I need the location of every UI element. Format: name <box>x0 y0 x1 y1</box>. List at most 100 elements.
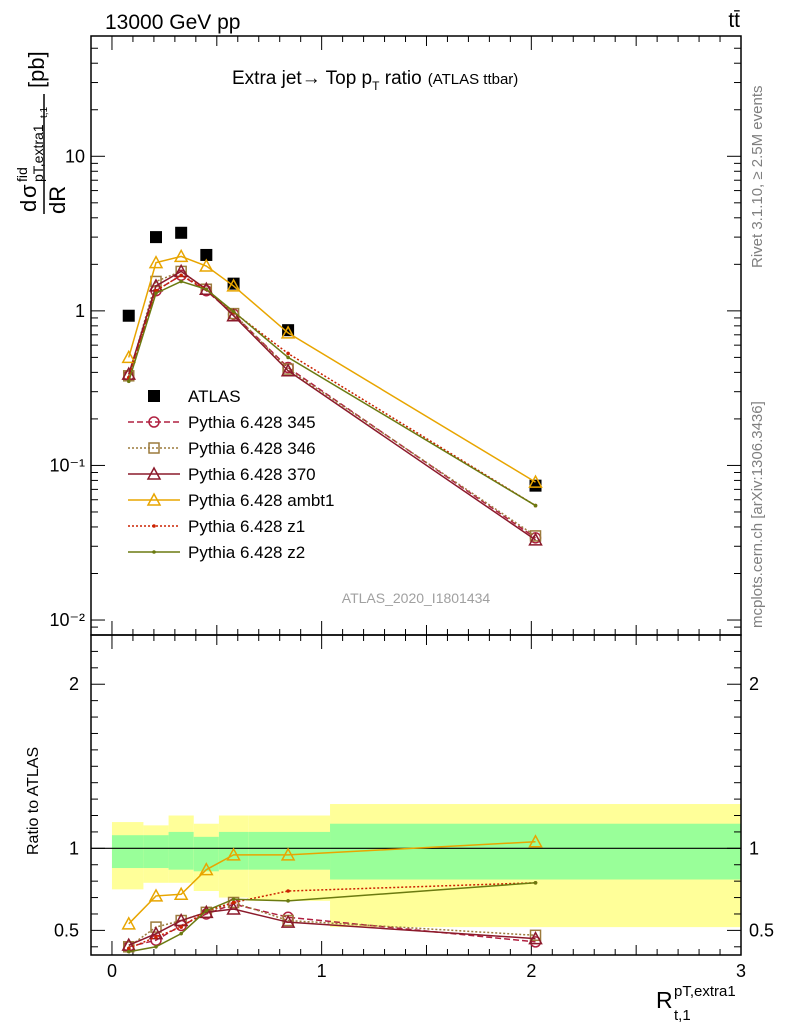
main-data-point <box>122 309 135 322</box>
y-tick-label: 10 <box>65 146 85 166</box>
ratio-data-point <box>204 908 209 913</box>
ratio-data-point <box>179 931 183 936</box>
main-data-point <box>173 248 189 263</box>
ratio-data-point <box>126 949 131 954</box>
ratio-data-point <box>286 899 290 903</box>
axis-ticks: 10⁻² 10⁻¹ 1 10 0.5 0.5 1 1 2 2 0 1 2 3 <box>49 35 774 981</box>
legend-marker <box>146 466 162 480</box>
rivet-label: Rivet 3.1.10, ≥ 2.5M events <box>749 86 766 269</box>
main-data-point <box>179 279 183 284</box>
band-green <box>330 823 741 880</box>
ratio-series-line <box>128 903 536 948</box>
legend-entry: Pythia 6.428 345 <box>128 413 316 432</box>
ratio-data-point <box>280 847 296 861</box>
ratio-data-point <box>528 834 543 848</box>
series-pythia-6-428-ambt1 <box>121 248 543 488</box>
ratio-data-point <box>286 889 290 893</box>
legend-marker <box>148 390 160 402</box>
x-tick-label: 0 <box>107 961 117 981</box>
ratio-data-point <box>126 946 131 951</box>
ratio-data-point <box>179 925 183 929</box>
xlabel-R: R <box>656 987 673 1013</box>
ratio-data-point <box>533 880 538 885</box>
ratio-y-tick-label-right: 0.5 <box>749 920 774 940</box>
ylabel-dR: dR <box>45 186 70 214</box>
ratio-y-axis-label: Ratio to ATLAS <box>25 747 42 855</box>
main-data-point <box>280 325 296 339</box>
legend-entry: ATLAS <box>148 387 241 406</box>
ratio-data-point <box>150 921 162 933</box>
legend-entry: Pythia 6.428 z2 <box>128 543 305 562</box>
legend: ATLAS Pythia 6.428 345 Pythia 6.428 346 Pyt… <box>128 387 334 562</box>
legend-label: Pythia 6.428 z2 <box>188 543 305 562</box>
title-sub: T <box>372 79 380 93</box>
xlabel-sub: t,1 <box>674 1007 691 1024</box>
main-data-point <box>528 532 543 546</box>
xlabel-sup: pT,extra1 <box>674 983 736 1000</box>
ratio-data-point <box>226 847 241 861</box>
y-tick-label: 10⁻² <box>49 610 85 630</box>
main-data-point <box>533 503 538 508</box>
main-data-point <box>200 248 213 261</box>
band-green <box>111 835 144 869</box>
legend-marker <box>148 416 160 428</box>
y-tick-label: 10⁻¹ <box>49 455 85 475</box>
title-ratio: ratio <box>379 68 421 89</box>
ratio-data-point <box>154 935 158 939</box>
main-data-point <box>528 474 543 488</box>
ratio-data-point <box>173 886 189 901</box>
ratio-y-tick-label-left: 2 <box>69 674 79 694</box>
ratio-plot-frame <box>90 634 742 956</box>
ratio-data-point <box>280 914 296 928</box>
main-data-point <box>179 273 183 278</box>
legend-marker <box>152 524 156 528</box>
main-data-point <box>199 258 214 272</box>
analysis-watermark: ATLAS_2020_I1801434 <box>342 590 491 606</box>
ratio-y-tick-label-left: 1 <box>69 838 79 858</box>
process-label: tt̄ <box>728 9 740 32</box>
band-green <box>218 831 249 870</box>
x-tick-label: 2 <box>526 961 536 981</box>
ratio-data-point <box>199 862 214 876</box>
ratio-data-point <box>231 897 236 902</box>
main-data-point <box>121 349 137 364</box>
band-green <box>143 835 169 869</box>
legend-entry: Pythia 6.428 z1 <box>128 517 305 536</box>
main-series-line <box>128 255 536 483</box>
ratio-series-pythia-6-428-ambt1 <box>121 834 543 930</box>
legend-entry: Pythia 6.428 370 <box>128 465 316 484</box>
x-axis-label: R pT,extra1 t,1 <box>656 983 736 1024</box>
y-tick-label: 1 <box>75 301 85 321</box>
legend-entry: Pythia 6.428 ambt1 <box>128 491 334 510</box>
ratio-y-tick-label-left: 0.5 <box>54 920 79 940</box>
ratio-data-point <box>199 904 214 919</box>
series-pythia-6-428-z2 <box>126 279 538 508</box>
main-data-point <box>280 363 296 377</box>
band-green <box>168 831 194 870</box>
ylabel-unit: [pb] <box>24 51 49 88</box>
ratio-uncertainty-bands <box>91 804 741 928</box>
main-data-point <box>286 351 290 356</box>
main-data-point <box>204 287 209 292</box>
legend-label: Pythia 6.428 346 <box>188 439 316 458</box>
legend-entry: Pythia 6.428 346 <box>128 439 316 458</box>
main-data-point <box>154 291 158 296</box>
energy-label: 13000 GeV pp <box>105 11 240 34</box>
main-data-point <box>154 288 158 293</box>
main-data-point <box>286 355 290 360</box>
ratio-data-point <box>528 931 543 945</box>
ratio-data-point <box>226 901 241 915</box>
band-green <box>193 836 219 872</box>
main-data-point <box>231 309 236 314</box>
y-axis-label: d σ fid pT,extra1 t,1 dR [pb] <box>14 51 70 214</box>
data-series <box>121 226 543 954</box>
x-tick-label: 3 <box>736 961 746 981</box>
ratio-y-tick-label-right: 2 <box>749 674 759 694</box>
ratio-data-point <box>529 929 542 942</box>
legend-marker <box>152 550 156 554</box>
ratio-data-point <box>231 900 236 905</box>
title-main: Extra jet <box>232 68 302 89</box>
ylabel-sigma: σ <box>16 184 41 198</box>
ratio-series-pythia-6-428-z2 <box>126 880 538 954</box>
